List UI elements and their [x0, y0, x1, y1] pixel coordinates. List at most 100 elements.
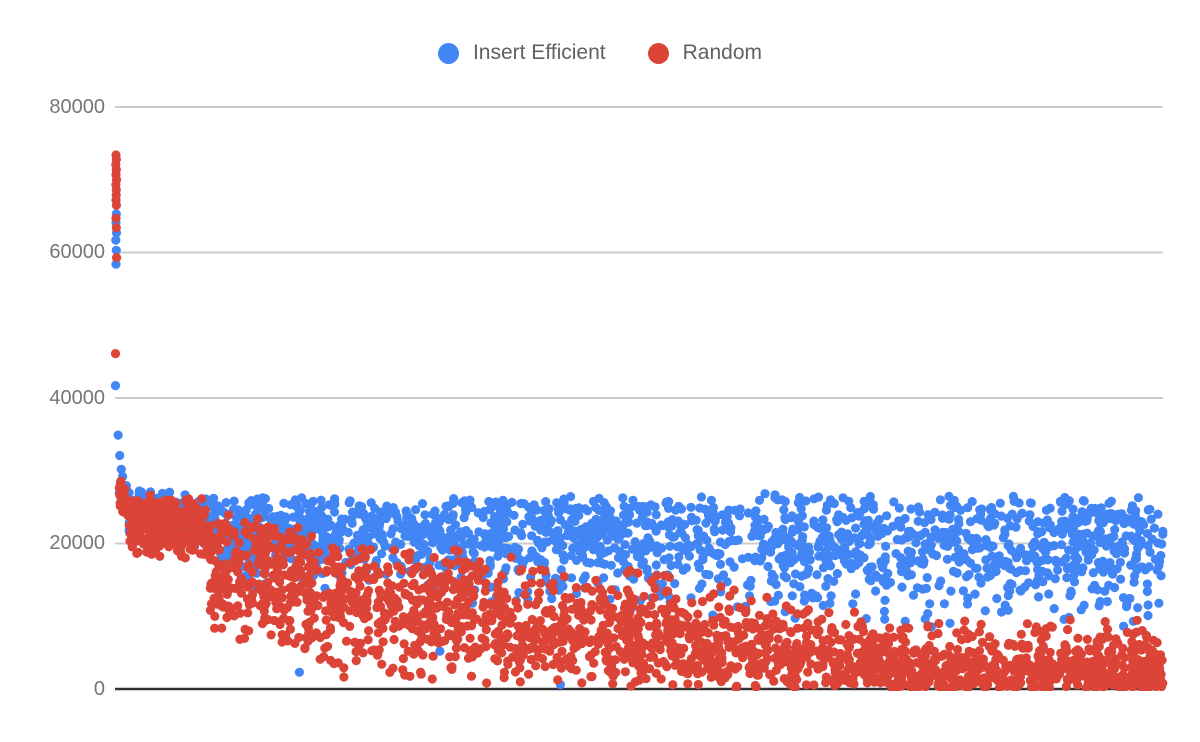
data-point [709, 620, 719, 630]
data-point [828, 498, 838, 508]
data-point [923, 609, 933, 619]
data-point [111, 213, 121, 223]
data-point [900, 637, 911, 647]
data-point [972, 563, 982, 573]
data-point [885, 623, 895, 633]
data-point [346, 589, 356, 600]
legend-color-dot-icon [437, 42, 459, 64]
data-point [243, 608, 253, 618]
data-point [1140, 640, 1150, 650]
legend-item-insert-efficient[interactable]: Insert Efficient [437, 39, 606, 67]
data-point [351, 647, 361, 657]
data-point [290, 638, 300, 649]
data-point [606, 515, 617, 525]
data-point [432, 574, 442, 584]
data-point [310, 541, 320, 551]
legend-label-insert-efficient: Insert Efficient [472, 41, 606, 64]
data-point [454, 556, 464, 566]
legend-item-random[interactable]: Random [647, 39, 762, 67]
data-point [321, 615, 331, 625]
data-point [480, 586, 490, 596]
data-point [540, 607, 550, 617]
data-point [266, 630, 276, 640]
data-point [375, 588, 386, 598]
data-point [1146, 514, 1156, 524]
data-point [713, 574, 723, 584]
data-point [331, 597, 341, 607]
data-point [280, 516, 290, 526]
data-point [1145, 547, 1155, 557]
data-point [674, 643, 684, 653]
data-point [934, 618, 944, 629]
data-point [399, 520, 409, 530]
data-point [987, 646, 997, 656]
data-point [1053, 565, 1063, 575]
data-point [224, 510, 234, 520]
data-point [1133, 655, 1143, 665]
data-point [558, 636, 568, 647]
data-point [786, 680, 796, 690]
data-point [1011, 568, 1022, 578]
data-point [1005, 586, 1015, 596]
data-point [854, 539, 864, 549]
data-point [526, 654, 536, 665]
data-point [642, 507, 652, 517]
data-point [680, 667, 691, 678]
data-point [118, 497, 128, 507]
data-point [942, 554, 953, 564]
data-point [1092, 673, 1102, 683]
data-point [935, 495, 946, 505]
y-axis-label-60000: 60000 [49, 241, 105, 263]
data-point [650, 610, 660, 620]
data-point [1094, 601, 1104, 611]
data-point [555, 659, 565, 670]
data-point [1143, 600, 1153, 610]
data-point [171, 498, 181, 508]
data-point [834, 530, 844, 540]
data-point [683, 679, 693, 689]
data-point [851, 589, 861, 599]
data-point [801, 593, 811, 603]
data-point [624, 633, 634, 643]
data-point [580, 537, 590, 547]
data-point [1154, 598, 1164, 608]
data-point [1075, 529, 1085, 540]
data-point [980, 683, 990, 691]
data-point [821, 581, 831, 591]
data-point [1131, 549, 1142, 559]
data-point [832, 569, 843, 579]
data-point [1123, 514, 1133, 524]
data-point [748, 624, 758, 634]
data-point [708, 642, 718, 652]
data-point [841, 559, 851, 569]
data-point [551, 529, 561, 539]
data-point [389, 634, 399, 645]
data-point [1153, 509, 1163, 519]
data-point [420, 510, 430, 520]
data-point [686, 654, 696, 664]
data-point [883, 663, 893, 673]
data-point [648, 651, 658, 661]
data-point [990, 639, 1000, 649]
data-point [906, 504, 916, 514]
data-point [388, 503, 398, 513]
data-point [449, 599, 459, 610]
data-point [1115, 682, 1125, 691]
data-point [516, 564, 527, 575]
data-point [1155, 677, 1165, 688]
data-point [541, 497, 551, 507]
data-point [867, 658, 877, 668]
data-point [985, 632, 995, 642]
data-point [515, 555, 526, 565]
data-point [981, 555, 991, 565]
data-point [1022, 619, 1032, 629]
data-point [210, 611, 220, 622]
data-point [367, 646, 377, 656]
data-point [724, 606, 735, 617]
data-point [538, 624, 548, 634]
data-point [1036, 527, 1046, 537]
data-point [697, 596, 708, 607]
data-point [1033, 592, 1044, 602]
data-point [954, 653, 964, 663]
data-point [641, 674, 651, 684]
